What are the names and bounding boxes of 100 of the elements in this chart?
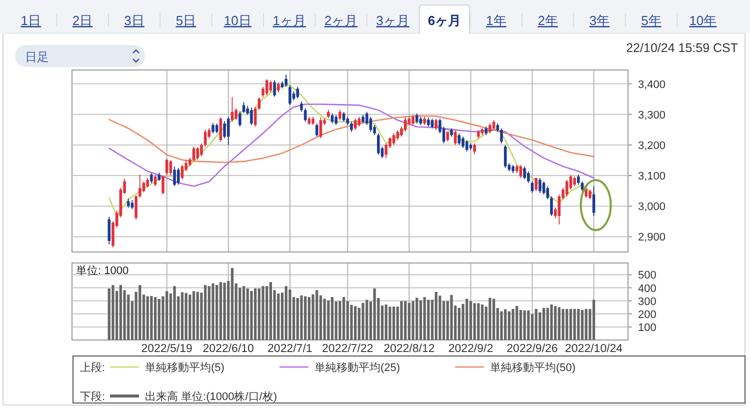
x-tick-label: 2022/8/12 [384,343,435,355]
bar [342,297,346,340]
candlestick [534,178,538,192]
bar [500,311,503,340]
bar [238,288,242,340]
y-tick-label: 300 [638,296,656,308]
x-tick-label: 2022/5/19 [141,343,192,355]
bar [558,307,560,340]
candlestick [465,140,468,152]
candlestick [377,132,380,156]
bar [269,282,272,340]
bar [392,306,396,340]
candlestick [458,132,461,146]
candlestick [146,178,149,188]
bar [516,306,518,340]
candlestick [473,142,476,155]
bar [173,286,176,340]
bar [404,301,407,340]
bar [488,298,492,340]
bar [550,304,553,340]
x-tick-label: 2022/7/22 [322,343,374,355]
bar [316,290,318,340]
candlestick [296,86,299,99]
bar [469,301,472,340]
legend-title: 上段: [80,361,106,374]
candlestick [550,196,553,216]
bar [512,308,514,340]
candlestick [319,116,322,139]
bar [473,303,476,340]
bar [219,282,222,340]
candlestick [538,178,542,194]
bar [208,286,210,340]
candlestick [284,74,288,88]
bar [366,300,368,340]
candlestick [334,114,338,126]
bar [508,311,510,340]
category-label: 1ヶ月 [272,13,306,28]
bar [373,288,376,340]
category-label: 2日 [72,13,93,28]
category-label: 1日 [20,13,41,28]
candlestick [108,216,111,245]
candlestick [354,118,357,130]
candlestick [588,189,592,200]
bar [119,285,122,340]
candlestick [162,175,164,195]
candlestick [338,109,342,121]
bar [408,302,410,340]
bar [573,308,576,340]
candlestick [238,110,242,128]
candlestick [176,167,180,186]
candlestick [462,136,464,148]
bar [284,286,288,340]
candlestick [565,179,568,197]
candlestick [369,116,372,132]
candlestick [126,198,130,208]
bar [400,301,403,340]
bar [580,310,584,340]
x-tick-label: 2022/6/10 [202,343,254,355]
candlestick [434,118,438,130]
bar [592,300,596,340]
y-tick-label: 500 [638,270,656,282]
bar [423,297,426,340]
bar [288,289,292,340]
bar [477,303,480,340]
candlestick [173,166,176,187]
x-tick-label: 2022/7/1 [268,343,312,355]
y-tick-label: 400 [638,282,656,295]
bar [427,300,430,340]
category-label: 3ヶ月 [376,13,410,28]
bar [538,312,542,340]
candlestick [430,118,434,129]
candlestick [412,114,414,126]
legend-label: 単純移動平均(5) [145,362,224,374]
bar [327,300,330,340]
bar [216,285,218,340]
bar [212,283,214,340]
bar [250,290,253,340]
candlestick [396,130,400,140]
bar [362,302,364,340]
category-label: 10日 [224,13,252,28]
bar [438,296,442,340]
bar [246,288,249,340]
bar [304,296,307,340]
bar [350,304,353,340]
candlestick [300,101,303,112]
candlestick [219,116,222,142]
bar [388,306,392,340]
category-label: 5日 [176,13,196,28]
x-tick-label: 2022/9/2 [448,343,494,355]
bar [554,306,557,340]
bar [254,288,257,340]
bar [196,292,199,340]
text: 日足 [25,50,49,64]
y-tick-label: 3,000 [638,201,666,214]
y-axis-title: 単位: 1000 [76,265,129,277]
bar [384,304,388,340]
candlestick [242,102,246,114]
candlestick [573,176,576,187]
bar [166,291,168,340]
candlestick [488,123,492,134]
